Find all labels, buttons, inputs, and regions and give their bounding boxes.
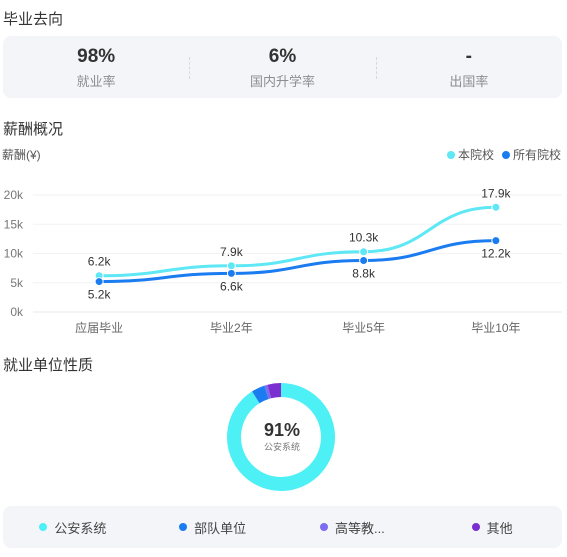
x-tick-label: 毕业5年 [342, 321, 385, 335]
legend-item-our-school[interactable]: 本院校 [446, 146, 494, 163]
legend-dot [501, 150, 510, 159]
x-tick-label: 毕业2年 [210, 321, 253, 335]
stat-label: 出国率 [449, 73, 489, 89]
legend-dot [39, 523, 48, 531]
legend-label: 本院校 [457, 148, 494, 162]
stat-value: 98% [77, 45, 116, 67]
data-point [94, 277, 104, 287]
data-label: 6.6k [220, 279, 244, 293]
y-tick-label: 10k [4, 247, 24, 261]
donut-center-label: 公安系统 [263, 442, 300, 452]
legend-item-police[interactable]: 公安系统 [3, 518, 143, 537]
section-title-salary: 薪酬概况 [3, 121, 64, 138]
legend-item-military[interactable]: 部队单位 [143, 518, 283, 537]
donut-slice [264, 384, 272, 399]
donut-slice [252, 385, 269, 404]
section-title-employer: 就业单位性质 [3, 357, 94, 374]
series-line [97, 239, 498, 284]
legend-label: 公安系统 [54, 520, 107, 536]
donut-center: 91% 公安系统 [232, 420, 332, 453]
stats-panel: 98% 就业率 6% 国内升学率 - 出国率 [3, 36, 562, 98]
y-axis-label: 薪酬(¥) [2, 148, 41, 162]
legend-dot [179, 523, 188, 531]
data-label: 10.3k [349, 231, 379, 245]
x-tick-label: 毕业10年 [471, 321, 520, 335]
stat-abroad-rate: - 出国率 [375, 45, 562, 90]
stat-label: 就业率 [76, 73, 116, 89]
data-point [491, 202, 501, 212]
data-label: 6.2k [88, 255, 112, 269]
data-point [226, 268, 236, 278]
legend-label: 高等教... [334, 520, 385, 536]
legend-label: 部队单位 [194, 520, 247, 536]
y-tick-label: 20k [4, 188, 24, 202]
data-point [359, 247, 369, 257]
data-label: 8.8k [352, 267, 376, 281]
y-tick-label: 15k [4, 217, 24, 231]
data-label: 7.9k [220, 245, 244, 259]
data-label: 5.2k [88, 288, 112, 302]
legend-item-higher-education[interactable]: 高等教... [283, 518, 423, 537]
legend-label: 其他 [486, 520, 513, 536]
data-point [359, 256, 369, 266]
legend-dot [319, 523, 328, 531]
data-point [226, 261, 236, 271]
data-label: 17.9k [481, 186, 511, 200]
line-chart-legend: 本院校 所有院校 [446, 146, 561, 163]
donut-center-value: 91% [263, 420, 301, 440]
salary-line-chart: 0k 5k 10k 15k 20k 应届毕业 毕业2年 毕业5年 毕业10年 6.2k 7.9k 10… [4, 186, 562, 335]
y-tick-label: 0k [10, 305, 24, 319]
donut-legend: 公安系统 部队单位 高等教... 其他 [3, 506, 562, 548]
legend-item-all-schools[interactable]: 所有院校 [501, 146, 561, 163]
section-title-destination: 毕业去向 [3, 11, 64, 28]
legend-label: 所有院校 [512, 148, 561, 162]
stat-label: 国内升学率 [249, 73, 315, 89]
series-line [97, 205, 498, 278]
data-point [491, 236, 501, 246]
donut-slice [267, 383, 282, 399]
data-label: 12.2k [481, 247, 511, 261]
legend-item-other[interactable]: 其他 [422, 518, 562, 537]
stat-value: - [465, 45, 472, 67]
stat-further-study-rate: 6% 国内升学率 [189, 45, 375, 90]
legend-dot [471, 523, 480, 531]
legend-dot [446, 150, 455, 159]
y-tick-label: 5k [10, 276, 24, 290]
x-tick-label: 应届毕业 [75, 320, 123, 335]
stat-value: 6% [268, 45, 297, 67]
stat-employment-rate: 98% 就业率 [3, 45, 189, 90]
